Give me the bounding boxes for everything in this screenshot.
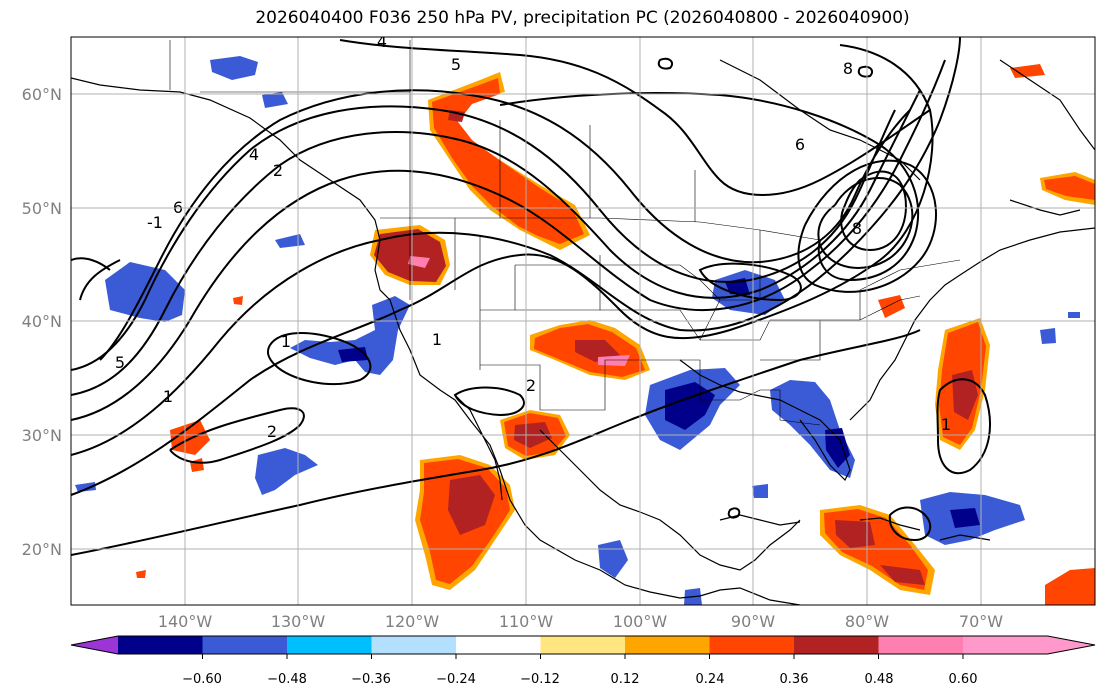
contour-label: 8	[843, 59, 853, 78]
colorbar-tick-label: −0.24	[436, 672, 476, 687]
colorbar-segment	[794, 636, 879, 654]
colorbar-segment	[287, 636, 372, 654]
contour-label: 1	[941, 415, 951, 434]
lat-labels: 60°N 50°N 40°N 30°N 20°N	[22, 85, 62, 559]
map-plot-area: 4 5 6 8 -1 6 1 2 1 5 4 2 1 2 6 8 2 1 5 3	[71, 32, 1095, 605]
precip-shading	[75, 56, 1095, 605]
lon-label: 90°W	[731, 612, 775, 631]
contour-label: 6	[795, 135, 805, 154]
colorbar-segment	[118, 636, 203, 654]
colorbar-segment	[371, 636, 457, 654]
lat-label: 40°N	[22, 312, 62, 331]
colorbar-tick-label: 0.12	[611, 672, 640, 687]
contour-label: 1	[281, 332, 291, 351]
contour-label: 1	[163, 387, 173, 406]
lat-label: 30°N	[22, 426, 62, 445]
precip-negative-region	[105, 262, 185, 322]
colorbar-segment	[709, 636, 795, 654]
contour-label: 2	[267, 422, 277, 441]
colorbar-outline	[70, 635, 1096, 655]
colorbar-segment	[625, 636, 710, 654]
contour-label: 1	[432, 330, 442, 349]
colorbar-tick-label: −0.48	[267, 672, 307, 687]
contour-label: 5	[451, 55, 461, 74]
contour-label: 4	[377, 32, 387, 51]
contour-label: 4	[249, 145, 259, 164]
gridlines	[71, 37, 1095, 605]
contour-label: 2	[526, 376, 536, 395]
coastlines	[71, 59, 1095, 605]
colorbar-tick-label: 0.36	[780, 672, 809, 687]
colorbar-segment	[540, 636, 626, 654]
lon-label: 130°W	[271, 612, 326, 631]
lat-label: 20°N	[22, 540, 62, 559]
colorbar-segment	[963, 636, 1048, 654]
map-frame	[70, 36, 1096, 606]
contour-label: 2	[273, 161, 283, 180]
colorbar-tick-label: 0.48	[865, 672, 894, 687]
lon-labels: 140°W 130°W 120°W 110°W 100°W 90°W 80°W …	[158, 612, 1003, 631]
colorbar-segment	[878, 636, 964, 654]
lat-label: 60°N	[22, 85, 62, 104]
map-title: 2026040400 F036 250 hPa PV, precipitatio…	[255, 8, 910, 28]
lon-label: 100°W	[613, 612, 668, 631]
contour-label: 5	[115, 353, 125, 372]
colorbar-tick-label: −0.36	[351, 672, 391, 687]
colorbar	[70, 635, 1096, 659]
colorbar-segment	[202, 636, 288, 654]
pv-contours	[71, 37, 991, 556]
lon-label: 70°W	[959, 612, 1003, 631]
colorbar-extend-min	[71, 636, 118, 654]
lat-label: 50°N	[22, 199, 62, 218]
colorbar-tick-labels: −0.60 −0.48 −0.36 −0.24 −0.12 0.12 0.24 …	[182, 672, 977, 687]
colorbar-segment	[456, 636, 541, 654]
colorbar-tick-label: 0.60	[949, 672, 978, 687]
lon-label: 110°W	[499, 612, 554, 631]
contour-label: -1	[147, 213, 163, 232]
colorbar-extend-max	[1047, 636, 1095, 654]
colorbar-tick-label: −0.12	[520, 672, 560, 687]
state-borders	[169, 40, 961, 426]
lon-label: 140°W	[158, 612, 213, 631]
lon-label: 120°W	[385, 612, 440, 631]
contour-label: 8	[852, 219, 862, 238]
lon-label: 80°W	[845, 612, 889, 631]
colorbar-tick-label: −0.60	[182, 672, 222, 687]
colorbar-tick-label: 0.24	[696, 672, 725, 687]
